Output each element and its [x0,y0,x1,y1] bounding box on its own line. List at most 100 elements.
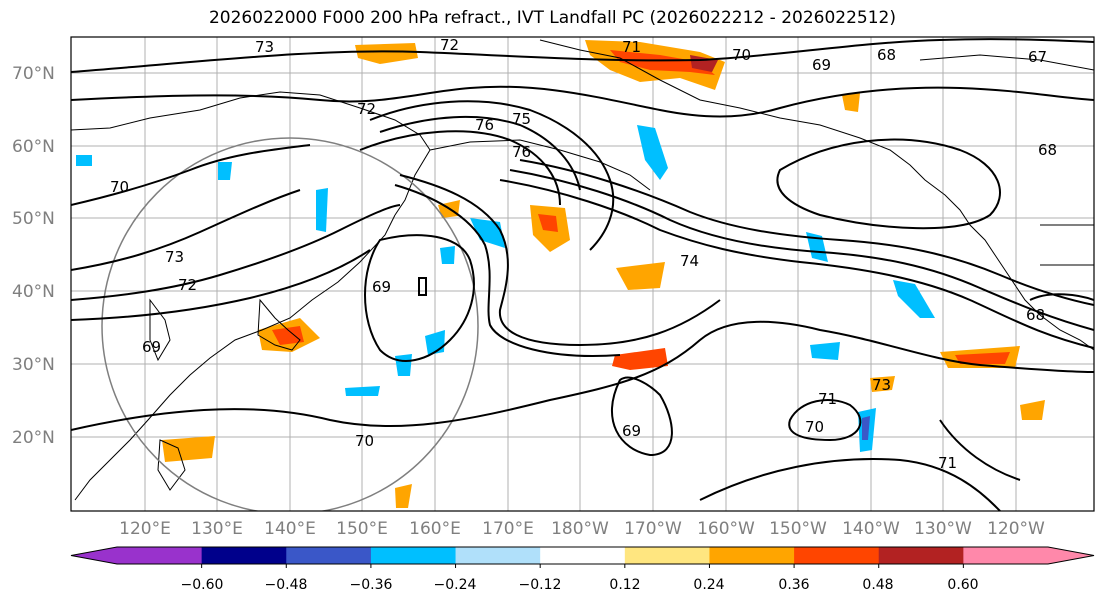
latitude-labels: 70°N 60°N 50°N 40°N 30°N 20°N [12,64,55,448]
colorbar-tick-label: −0.12 [519,577,562,593]
range-circle [101,137,479,511]
lat-label: 30°N [12,355,55,375]
patch-positive [162,436,215,462]
colorbar-segment [709,547,795,564]
patch-positive [842,93,860,112]
patch-negative [395,354,412,376]
chart-title: 2026022000 F000 200 hPa refract., IVT La… [208,8,896,28]
contour-label: 68 [877,46,896,64]
colorbar-segment [201,547,287,564]
coastlines [71,39,1094,501]
contour-label: 69 [372,278,391,296]
contour-labels: 73 72 71 70 69 68 67 72 76 75 76 70 73 7… [110,36,1057,472]
patch-positive [395,484,412,508]
patch-positive [355,43,418,64]
contour-label: 67 [1028,48,1047,66]
shaded-patches [76,40,1045,508]
contour-label: 72 [357,100,376,118]
colorbar-segment [878,547,964,564]
patch-positive [612,348,668,370]
patch-negative [862,416,870,440]
patch-negative [810,342,840,360]
contour-label: 72 [440,36,459,54]
longitude-labels: 120°E 130°E 140°E 150°E 160°E 170°E 180°… [119,519,1045,539]
colorbar-segment [540,547,626,564]
contour-label: 69 [812,56,831,74]
lon-label: 170°W [624,519,682,539]
patch-positive [272,326,304,345]
lon-label: 140°W [842,519,900,539]
lon-label: 160°E [409,519,461,539]
patch-positive [538,214,558,232]
colorbar-extend-min [71,547,117,564]
refractivity-contours [71,38,1094,511]
contour-label: 71 [818,390,837,408]
patch-negative [76,155,92,166]
lon-label: 180°W [551,519,609,539]
colorbar-segment [963,547,1049,564]
lon-label: 170°E [482,519,534,539]
colorbar-segment [117,547,203,564]
patch-negative [440,246,455,264]
colorbar [70,546,1095,568]
contour-label: 69 [622,422,641,440]
contour-label: 76 [512,143,531,161]
colorbar-segment [794,547,880,564]
patch-positive [955,352,1010,364]
contour-label: 73 [165,248,184,266]
patch-positive [1020,400,1045,420]
patch-positive [870,376,895,392]
contour-label: 70 [110,178,129,196]
contour-label: 68 [1038,141,1057,159]
contour-label: 70 [805,418,824,436]
colorbar-extend-max [1048,547,1094,564]
colorbar-segment [286,547,372,564]
lon-label: 120°E [119,519,171,539]
contour-label: 70 [732,46,751,64]
contour-label: 71 [622,38,641,56]
contour-label: 73 [872,376,891,394]
lat-label: 50°N [12,209,55,229]
contour-label: 72 [178,276,197,294]
patch-negative [345,386,380,396]
lon-label: 130°W [914,519,972,539]
colorbar-tick-label: −0.24 [434,577,477,593]
contour-label: 69 [142,338,161,356]
lat-label: 40°N [12,282,55,302]
colorbar-tick-label: −0.36 [350,577,393,593]
patch-negative [218,162,232,180]
colorbar-segment [370,547,457,564]
colorbar-segment [624,547,710,564]
lon-label: 130°E [191,519,243,539]
contour-label: 74 [680,252,699,270]
contour-label: 71 [938,454,957,472]
map-panel [71,37,1094,511]
colorbar-tick-label: 0.12 [609,577,640,593]
lon-label: 150°W [769,519,827,539]
colorbar-tick-label: −0.48 [265,577,308,593]
patch-negative [637,125,668,180]
patch-positive [616,262,665,290]
lat-label: 60°N [12,137,55,157]
colorbar-tick-label: −0.60 [181,577,224,593]
patch-positive [610,50,715,75]
colorbar-tick-label: 0.48 [862,577,893,593]
lat-label: 20°N [12,428,55,448]
contour-label: 76 [475,116,494,134]
colorbar-tick-label: 0.60 [947,577,978,593]
contour-label: 75 [512,110,531,128]
patch-negative [316,188,328,232]
colorbar-tick-labels: −0.60 −0.48 −0.36 −0.24 −0.12 0.12 0.24 … [181,577,979,593]
contour-label: 68 [1026,306,1045,324]
gridlines [71,37,1094,511]
colorbar-outline [70,546,1095,565]
colorbar-tick-label: 0.24 [693,577,724,593]
lon-label: 160°W [697,519,755,539]
lon-label: 150°E [336,519,388,539]
colorbar-segment [455,547,541,564]
contour-label: 70 [355,432,374,450]
lat-label: 70°N [12,64,55,84]
map-frame [70,36,1095,512]
lon-label: 120°W [987,519,1045,539]
